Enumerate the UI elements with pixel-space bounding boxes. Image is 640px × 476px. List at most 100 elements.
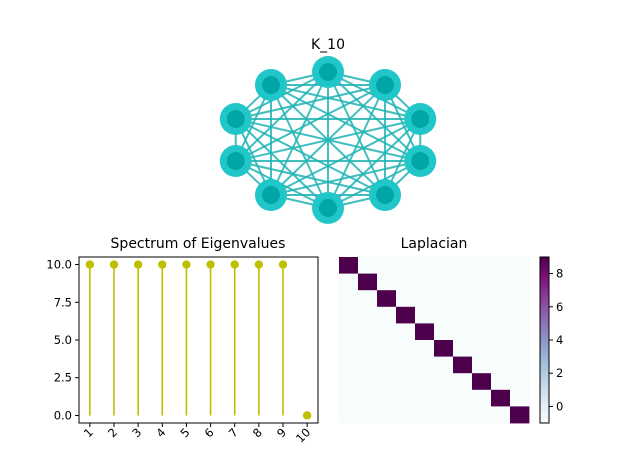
- graph-edge: [270, 71, 329, 196]
- heatmap-cell-diagonal: [434, 340, 454, 357]
- stem-point: [254, 260, 264, 416]
- heatmap-cell: [377, 356, 397, 374]
- graph-node: [219, 102, 252, 135]
- colorbar: [539, 256, 550, 424]
- heatmap-cell: [491, 290, 511, 308]
- heatmap-cell: [396, 406, 416, 424]
- heatmap-cell: [396, 340, 416, 357]
- heatmap-cell-diagonal: [358, 273, 378, 291]
- heatmap-cell: [339, 389, 359, 407]
- stem-axes-frame: [78, 256, 319, 424]
- stem-point: [206, 260, 215, 416]
- heatmap-cell: [510, 389, 530, 407]
- heatmap-title: Laplacian: [401, 236, 468, 252]
- graph-edge: [270, 160, 421, 196]
- graph-title: K_10: [311, 37, 345, 53]
- heatmap-cell: [339, 356, 359, 374]
- graph-node: [254, 179, 287, 212]
- stem-xtick-label: 8: [250, 425, 265, 440]
- stem-xtick-label: 7: [226, 425, 241, 440]
- stem-ytick-label: 0.0: [54, 408, 72, 422]
- colorbar-ticks: 0 2 4 6 8: [549, 267, 563, 413]
- heatmap-cell: [358, 373, 378, 391]
- stem-xtick-label: 4: [153, 425, 168, 440]
- heatmap-cell: [434, 356, 454, 374]
- stem-series: [85, 260, 312, 420]
- heatmap-cell: [339, 340, 359, 357]
- graph-node: [369, 68, 402, 101]
- heatmap-cell: [377, 273, 397, 291]
- graph-edges: [234, 71, 422, 209]
- heatmap-cell: [453, 323, 473, 341]
- heatmap-cell: [377, 389, 397, 407]
- graph-node: [254, 68, 287, 101]
- graph-edge: [235, 118, 421, 162]
- graph-node: [312, 192, 344, 224]
- stem-xtick-label: 6: [202, 425, 217, 440]
- stem-point: [133, 260, 143, 416]
- heatmap-cell: [453, 273, 473, 291]
- heatmap-cell-diagonal: [472, 373, 492, 391]
- graph-node: [312, 56, 344, 88]
- heatmap-cell: [491, 257, 511, 274]
- heatmap-cell: [453, 389, 473, 407]
- heatmap-cell: [453, 257, 473, 274]
- graph-edge: [327, 84, 386, 209]
- stem-xtick-label: 2: [105, 425, 120, 440]
- stem-point: [230, 260, 239, 416]
- heatmap-cell: [358, 306, 378, 324]
- heatmap-cell: [377, 373, 397, 391]
- heatmap-cell: [415, 273, 435, 291]
- heatmap-cell: [472, 389, 492, 407]
- stem-title: Spectrum of Eigenvalues: [111, 236, 286, 252]
- heatmap-cell: [396, 273, 416, 291]
- heatmap-cell: [453, 373, 473, 391]
- graph-node: [219, 145, 252, 178]
- heatmap-cell-diagonal: [510, 406, 530, 424]
- heatmap-cell: [434, 323, 454, 341]
- heatmap-cell: [510, 356, 530, 374]
- heatmap-cell: [434, 389, 454, 407]
- stem-xtick-label: 9: [274, 425, 289, 440]
- heatmap-cell: [453, 290, 473, 308]
- heatmap-cell: [491, 323, 511, 341]
- heatmap-cell: [415, 356, 435, 374]
- graph-nodes: [219, 56, 437, 224]
- heatmap-cell: [491, 340, 511, 357]
- heatmap-cell: [434, 273, 454, 291]
- stem-xtick-label: 3: [129, 425, 144, 440]
- heatmap-cell: [339, 323, 359, 341]
- heatmap-cell: [472, 340, 492, 357]
- heatmap-cell: [396, 290, 416, 308]
- heatmap-cell: [453, 406, 473, 424]
- graph-edge: [270, 118, 421, 196]
- heatmap-cell: [396, 356, 416, 374]
- stem-point: [109, 260, 119, 416]
- heatmap-cell: [396, 257, 416, 274]
- heatmap-cell: [434, 406, 454, 424]
- graph-edge: [235, 84, 386, 120]
- graph-node: [369, 179, 402, 212]
- heatmap-cell-diagonal: [396, 306, 416, 324]
- graph-edge: [327, 71, 421, 162]
- heatmap-cell: [339, 290, 359, 308]
- heatmap-cell: [491, 406, 511, 424]
- heatmap-cell: [472, 257, 492, 274]
- heatmap-cell-diagonal: [377, 290, 397, 308]
- stem-ytick-label: 2.5: [54, 371, 72, 385]
- colorbar-tick-label: 2: [556, 366, 563, 380]
- heatmap-cell: [415, 389, 435, 407]
- heatmap-cell: [510, 273, 530, 291]
- stem-xtick-label: 1: [81, 425, 96, 440]
- heatmap-cell: [396, 389, 416, 407]
- heatmap-cell: [510, 340, 530, 357]
- stem-point: [278, 260, 288, 416]
- stem-xtick-label: 10: [293, 425, 313, 445]
- heatmap-cell: [453, 340, 473, 357]
- heatmap-cell: [377, 257, 397, 274]
- heatmap-cell: [510, 290, 530, 308]
- stem-point: [158, 260, 167, 416]
- graph-edge: [235, 84, 386, 162]
- heatmap-cell: [377, 323, 397, 341]
- heatmap-cell: [358, 389, 378, 407]
